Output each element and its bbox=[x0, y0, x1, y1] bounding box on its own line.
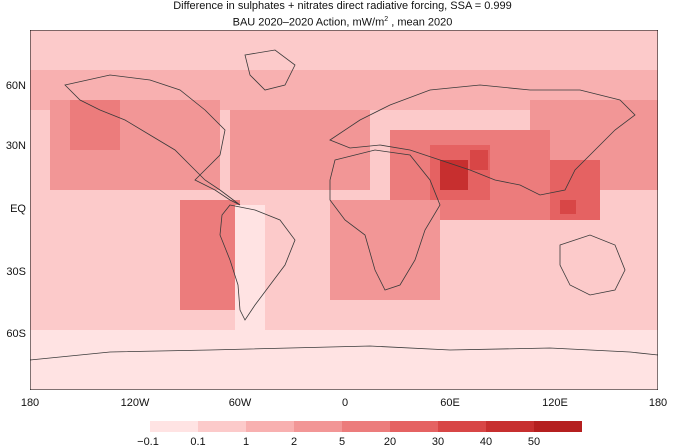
lon-label-180e: 180 bbox=[648, 397, 668, 409]
colorbar-label-2: 0.1 bbox=[190, 436, 206, 448]
africa-outline bbox=[329, 149, 441, 291]
lat-label-30n: 30N bbox=[5, 140, 26, 152]
north-america-outline bbox=[64, 74, 241, 206]
north-atlantic bbox=[230, 110, 370, 190]
lon-label-120e: 120E bbox=[542, 397, 568, 409]
colorbar-swatch-8 bbox=[486, 421, 534, 432]
peru-coast bbox=[180, 200, 240, 310]
lat-label-60n: 60N bbox=[5, 80, 26, 92]
south-america-outline bbox=[219, 204, 296, 321]
colorbar-swatch-4 bbox=[294, 421, 342, 432]
forcing-map bbox=[30, 30, 658, 390]
eurasia-outline bbox=[329, 84, 636, 196]
colorbar-label-3: 1 bbox=[242, 436, 250, 448]
colorbar-label-9: 50 bbox=[527, 436, 541, 448]
lon-label-180w: 180 bbox=[20, 397, 40, 409]
colorbar-label-8: 40 bbox=[479, 436, 493, 448]
antarctic-band bbox=[30, 330, 658, 390]
colorbar-swatch-2 bbox=[198, 421, 246, 432]
africa-region bbox=[330, 200, 440, 300]
arctic-band bbox=[30, 30, 658, 70]
title-line-2: BAU 2020–2020 Action, mW/m2 , mean 2020 bbox=[232, 16, 453, 29]
lon-label-60e: 60E bbox=[440, 397, 460, 409]
colorbar-swatch-5 bbox=[342, 421, 390, 432]
lat-label-eq: EQ bbox=[10, 203, 26, 215]
antarctica-outline bbox=[30, 345, 658, 361]
colorbar-label-7: 30 bbox=[431, 436, 445, 448]
lon-label-120w: 120W bbox=[120, 397, 150, 409]
lat-label-30s: 30S bbox=[6, 266, 26, 278]
persian-hotspot bbox=[470, 150, 488, 170]
colorbar-label-5: 5 bbox=[338, 436, 346, 448]
colorbar-swatch-6 bbox=[390, 421, 438, 432]
lon-label-60w: 60W bbox=[228, 397, 252, 409]
south-america-interior bbox=[235, 205, 265, 335]
colorbar-label-4: 2 bbox=[290, 436, 298, 448]
colorbar-swatch-3 bbox=[246, 421, 294, 432]
colorbar-swatch-9 bbox=[534, 421, 582, 432]
australia-outline bbox=[559, 234, 626, 296]
lat-label-60s: 60S bbox=[6, 328, 26, 340]
colorbar-swatch-1 bbox=[150, 421, 198, 432]
colorbar-swatch-7 bbox=[438, 421, 486, 432]
pacific-patch bbox=[70, 100, 120, 150]
lon-label-0: 0 bbox=[341, 397, 349, 409]
coastlines bbox=[30, 49, 658, 361]
greenland-outline bbox=[244, 49, 296, 91]
colorbar-label-1: −0.1 bbox=[137, 436, 159, 448]
title-line-1: Difference in sulphates + nitrates direc… bbox=[173, 0, 512, 12]
colorbar-label-6: 20 bbox=[383, 436, 397, 448]
se-asia-hotspot bbox=[560, 200, 576, 214]
